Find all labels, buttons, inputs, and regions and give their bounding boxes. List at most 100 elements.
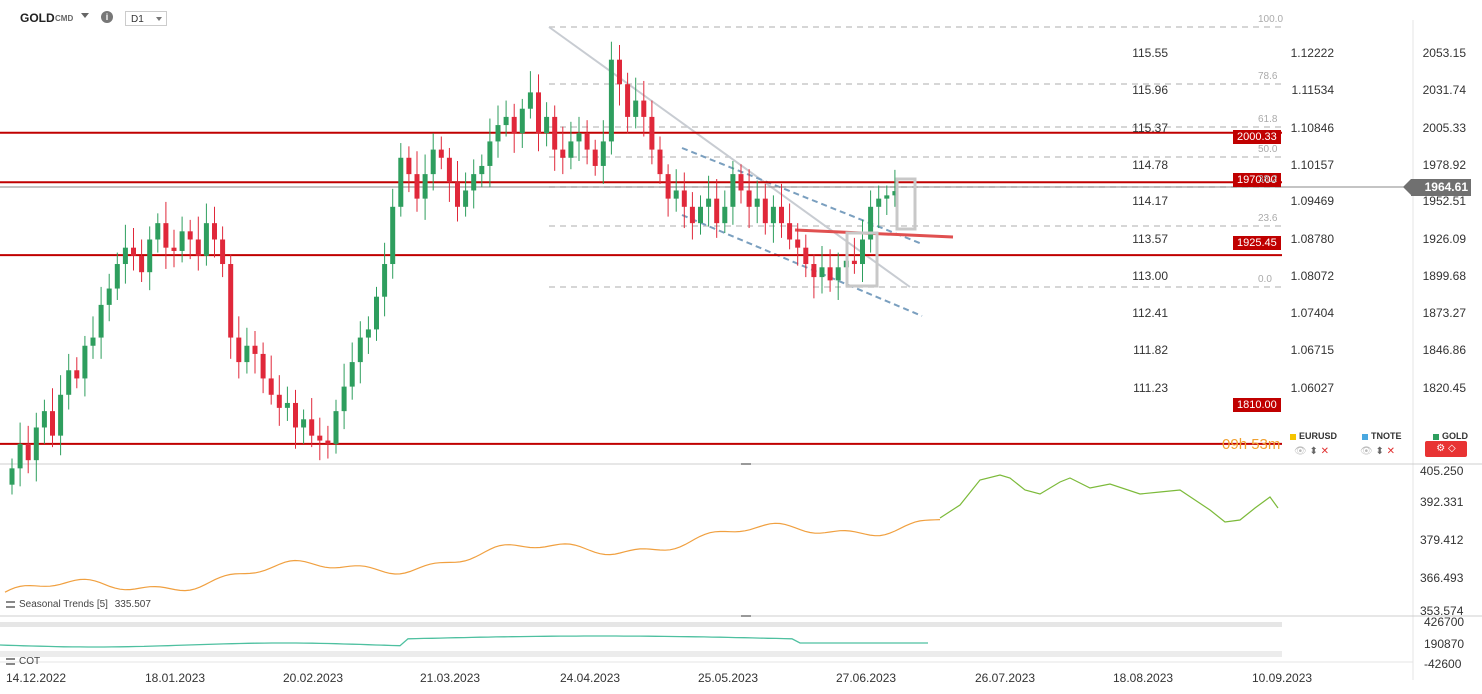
price-tick-label: 1.12222 [1290,46,1334,60]
candle [98,286,104,359]
legend-eurusd[interactable]: EURUSD [1290,431,1337,441]
panel-menu-icon[interactable] [6,657,15,665]
fib-level-label: 0.0 [1258,274,1272,285]
eye-icon[interactable]: 👁 [1360,446,1373,457]
price-tick-label: 1.10846 [1290,121,1334,135]
candle [657,136,663,184]
candle [220,226,226,278]
date-tick-label: 25.05.2023 [698,671,759,685]
candle [519,98,525,148]
gold-settings-button[interactable]: ⚙ ◇ [1425,441,1467,457]
price-tick-label: 1.08780 [1290,232,1334,246]
candle [673,169,679,212]
candle [503,100,509,137]
fib-level-label: 61.8 [1258,114,1278,125]
channel-lower-line [681,214,923,317]
fib-level-label: 23.6 [1258,213,1278,224]
seasonal-panel-title: Seasonal Trends [5] 335.507 [6,599,151,610]
candle [625,72,631,134]
eye-icon[interactable]: 👁 [1294,446,1307,457]
candle [876,185,882,229]
fib-level-label: 38.2 [1258,174,1278,185]
legend-tnote[interactable]: TNOTE [1362,431,1402,441]
candle [187,219,193,260]
cot-tick-label: -42600 [1424,657,1462,671]
seasonal-trend-line-forecast [939,474,1279,523]
channel-upper-line [681,147,923,245]
price-tick-label: 1.11534 [1291,83,1335,97]
candle [479,154,485,188]
candle [438,136,444,170]
candle [617,44,622,106]
price-tick-label: 1926.09 [1422,232,1466,246]
symbol-name[interactable]: GOLD [20,11,55,25]
candle [82,335,88,397]
date-tick-label: 10.09.2023 [1252,671,1313,685]
candle [382,242,388,317]
price-tick-label: 111.82 [1133,343,1168,357]
candle [9,458,15,495]
candle [17,422,23,487]
candle [884,185,890,215]
candle [835,252,841,300]
date-tick-label: 14.12.2022 [6,671,67,685]
price-tick-label: 1.10157 [1290,158,1334,172]
candle [463,172,469,217]
candle [641,80,647,137]
candle [633,77,639,129]
candle [228,254,234,359]
price-tick-label: 1.08072 [1290,269,1334,283]
legend-gold-label: GOLD [1442,431,1468,441]
current-price-tag-arrow [1403,179,1411,195]
candle [698,195,703,235]
candle [341,363,347,430]
sort-icon[interactable]: ⬍ [1375,446,1384,457]
candle [414,151,420,212]
candle [284,386,290,421]
candle [754,180,760,224]
close-icon[interactable]: ✕ [1386,446,1396,457]
candle [260,342,266,394]
price-tick-label: 1899.68 [1422,269,1466,283]
date-tick-label: 20.02.2023 [283,671,344,685]
candle [195,216,201,271]
candle [568,121,574,170]
panel-resize-handle [741,463,751,465]
candle [398,143,404,217]
cot-tick-label: 426700 [1424,615,1465,629]
sort-icon[interactable]: ⬍ [1309,446,1318,457]
price-tick-label: 115.55 [1132,46,1168,60]
seasonal-value: 335.507 [114,599,151,610]
candle [131,228,136,271]
candle [41,399,47,444]
level-badge-1925: 1925.45 [1233,236,1281,250]
countdown-m-unit: m [1267,436,1281,453]
candle [495,105,501,158]
candle-countdown: 09h 53m [1222,436,1280,453]
legend-gold[interactable]: GOLD [1433,431,1468,441]
candle [163,201,169,269]
price-tick-label: 1952.51 [1422,194,1466,208]
candle [406,146,412,193]
seasonal-tick-label: 353.574 [1420,604,1464,618]
tnote-controls: 👁 ⬍ ✕ [1360,446,1395,457]
price-tick-label: 114.17 [1132,194,1168,208]
level-badge-1810: 1810.00 [1233,398,1281,412]
date-tick-label: 21.03.2023 [420,671,481,685]
close-icon[interactable]: ✕ [1320,446,1330,457]
price-tick-label: 111.23 [1133,381,1168,395]
candle [738,164,744,204]
candle [122,224,128,284]
candle [892,169,898,207]
symbol-dropdown-icon[interactable] [81,13,89,18]
candle [811,254,817,299]
candle [244,327,250,374]
panel-menu-icon[interactable] [6,600,15,608]
seasonal-tick-label: 366.493 [1420,571,1464,585]
info-icon[interactable]: i [101,11,113,23]
horizontal-levels[interactable] [0,131,1282,445]
candle [722,190,728,233]
timeframe-select[interactable]: D1 [125,11,167,26]
candle [600,120,606,184]
